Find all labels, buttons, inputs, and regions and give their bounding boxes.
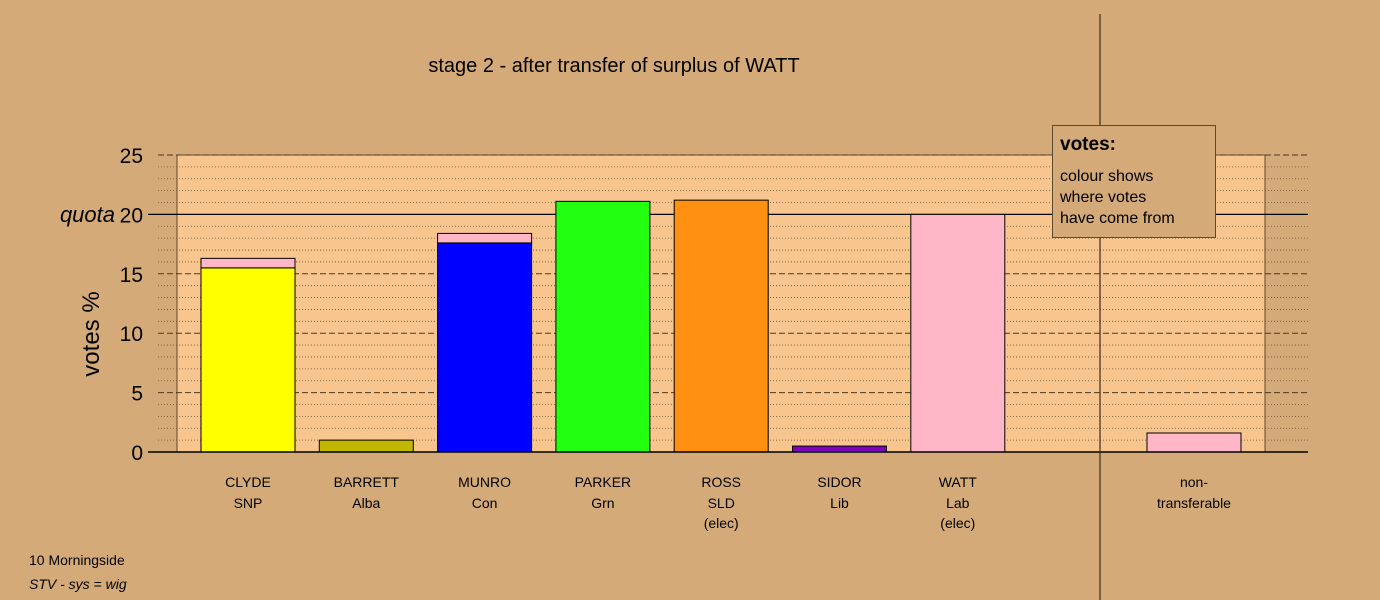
y-tick-label: 20 [120,204,143,227]
bar-clyde [200,267,296,453]
legend-line: colour shows [1060,168,1154,185]
y-tick-label: 10 [120,323,143,346]
bar-barrett [318,439,414,453]
y-tick-label: 0 [131,442,143,465]
x-tick-label: Grn [591,495,614,511]
legend-title: votes: [1060,134,1116,155]
bar-munro [437,232,533,244]
x-tick-label: CLYDE [225,474,271,490]
legend-line: have come from [1060,210,1175,227]
x-tick-label: MUNRO [458,474,511,490]
ward-label: 10 Morningside [29,552,125,568]
x-tick-label: non- [1180,474,1208,490]
legend-text: colour shows where votes have come from [1060,166,1208,229]
bar-sidor [792,445,887,453]
x-tick-label: SLD [708,495,735,511]
x-tick-label: (elec) [704,515,739,531]
bar-clyde [200,257,296,269]
bar-ross [673,199,769,453]
x-tick-label: Lab [946,495,970,511]
y-tick-label: 5 [131,383,143,406]
x-tick-label: SNP [234,495,263,511]
y-tick-label: 15 [120,264,143,287]
x-tick-label: WATT [939,474,978,490]
x-tick-label: SIDOR [817,474,861,490]
x-tick-label: (elec) [940,515,975,531]
x-tick-label: PARKER [575,474,632,490]
x-tick-label: BARRETT [334,474,400,490]
legend-box: votes: colour shows where votes have com… [1052,125,1216,238]
chart-title: stage 2 - after transfer of surplus of W… [428,55,799,77]
x-tick-label: Lib [830,495,849,511]
y-axis-label: votes % [78,291,105,376]
y-tick-label: 25 [120,145,143,168]
x-tick-label: Con [472,495,498,511]
bar-non-transferable [1146,432,1242,453]
system-label: STV - sys = wig [29,576,127,592]
legend-line: where votes [1060,189,1147,206]
x-tick-label: Alba [352,495,380,511]
bar-munro [437,242,533,453]
bar-watt [910,213,1006,453]
quota-label: quota [60,202,115,227]
x-tick-label: ROSS [701,474,741,490]
bar-parker [555,200,651,453]
x-tick-label: transferable [1157,495,1231,511]
